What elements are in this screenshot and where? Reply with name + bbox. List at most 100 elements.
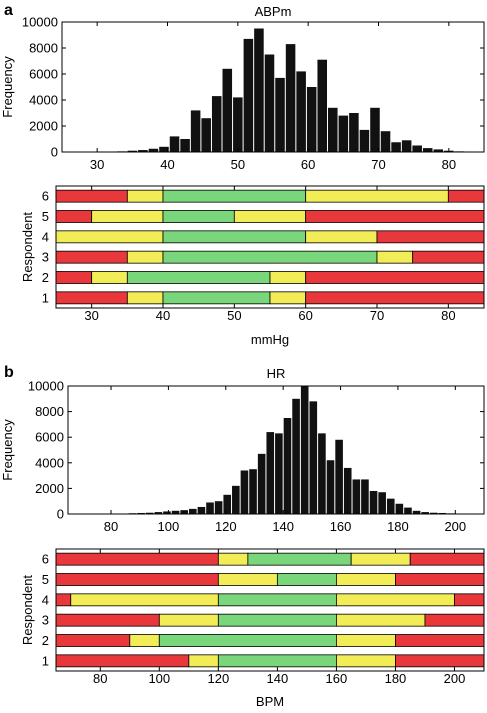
range-segment [55, 634, 131, 647]
y-tick-label: 10000 [22, 15, 58, 30]
histogram-bar [233, 97, 243, 152]
range-segment [158, 634, 337, 647]
histogram-bar [266, 432, 275, 514]
histogram-bar [257, 453, 266, 514]
histogram-bar [361, 479, 369, 514]
x-tick-label: 30 [90, 157, 104, 172]
histogram-bar [404, 507, 412, 514]
histogram-bar [296, 71, 306, 152]
histogram-bar [275, 77, 285, 152]
range-segment [162, 210, 235, 223]
x-tick-label: 50 [231, 157, 245, 172]
respondent-label: 6 [42, 552, 49, 567]
respondent-xlabel: mmHg [251, 332, 289, 347]
range-segment [55, 250, 128, 264]
respondent-label: 3 [42, 613, 49, 628]
histogram-title: HR [267, 366, 286, 381]
respondent-label: 5 [42, 572, 49, 587]
range-segment [409, 552, 485, 566]
x-tick-label: 70 [370, 308, 384, 323]
range-segment [217, 552, 249, 566]
range-segment [454, 593, 485, 607]
histogram-bar [391, 142, 401, 152]
range-segment [305, 291, 485, 305]
range-segment [395, 573, 485, 586]
histogram-bar [264, 54, 275, 152]
range-segment [336, 593, 455, 607]
range-segment [70, 593, 219, 607]
x-tick-label: 120 [215, 519, 237, 534]
histogram-bar [422, 148, 433, 152]
range-segment [336, 573, 396, 586]
x-tick-label: 120 [207, 671, 229, 686]
x-tick-label: 70 [371, 157, 385, 172]
histogram-bar [369, 490, 378, 514]
histogram-bar [292, 398, 300, 514]
histogram-bar [386, 498, 395, 514]
histogram-bar [429, 512, 438, 514]
range-segment [217, 593, 337, 607]
histogram-bar [275, 433, 283, 514]
panel-letter: a [4, 2, 13, 19]
respondent-ylabel: Respondent [20, 212, 35, 282]
range-segment [162, 230, 307, 244]
range-segment [162, 250, 378, 264]
histogram-bar [438, 512, 447, 514]
y-tick-label: 6000 [35, 430, 64, 445]
range-segment [336, 613, 426, 627]
x-tick-label: 140 [267, 671, 289, 686]
range-segment [247, 552, 352, 566]
x-tick-label: 80 [93, 671, 107, 686]
histogram-bar [309, 401, 318, 514]
x-tick-label: 60 [298, 308, 312, 323]
histogram-bar [326, 460, 335, 514]
range-segment [162, 291, 271, 305]
histogram-bar [283, 418, 292, 514]
histogram-bar [180, 139, 190, 152]
x-tick-label: 80 [441, 308, 455, 323]
panel-letter: b [4, 364, 14, 381]
range-segment [55, 291, 128, 305]
range-segment [336, 634, 396, 647]
histogram-bar [380, 131, 391, 152]
respondent-label: 2 [42, 270, 49, 285]
histogram-bar [370, 107, 380, 152]
respondent-label: 3 [42, 250, 49, 265]
histogram-bar [138, 150, 148, 152]
y-tick-label: 0 [57, 507, 64, 522]
y-tick-label: 2000 [35, 481, 64, 496]
histogram-bar [412, 510, 421, 514]
histogram-bar [335, 439, 343, 514]
x-tick-label: 200 [444, 519, 466, 534]
histogram-bar [240, 470, 249, 514]
range-segment [350, 552, 411, 566]
histogram-bar [171, 510, 180, 514]
range-segment [395, 634, 485, 647]
x-tick-label: 160 [330, 519, 352, 534]
respondent-label: 4 [42, 592, 49, 607]
histogram-bar [352, 479, 361, 514]
histogram-bar [211, 96, 222, 152]
x-tick-label: 60 [301, 157, 315, 172]
y-tick-label: 8000 [35, 404, 64, 419]
range-segment [305, 230, 378, 244]
histogram-bar [159, 146, 169, 152]
range-segment [129, 634, 160, 647]
x-tick-label: 40 [160, 157, 174, 172]
range-segment [305, 210, 485, 223]
range-segment [55, 593, 72, 607]
histogram-bar [206, 502, 214, 514]
histogram-bar [412, 145, 422, 152]
histogram-bar [317, 59, 328, 153]
range-segment [336, 654, 396, 668]
y-tick-label: 4000 [29, 93, 58, 108]
respondent-ylabel: Respondent [20, 575, 35, 645]
histogram-bar [349, 113, 359, 152]
range-segment [126, 189, 164, 203]
range-segment [233, 210, 307, 223]
histogram-bar [137, 512, 145, 514]
range-segment [424, 613, 485, 627]
respondent-label: 1 [42, 653, 49, 668]
histogram-bar [188, 508, 197, 514]
